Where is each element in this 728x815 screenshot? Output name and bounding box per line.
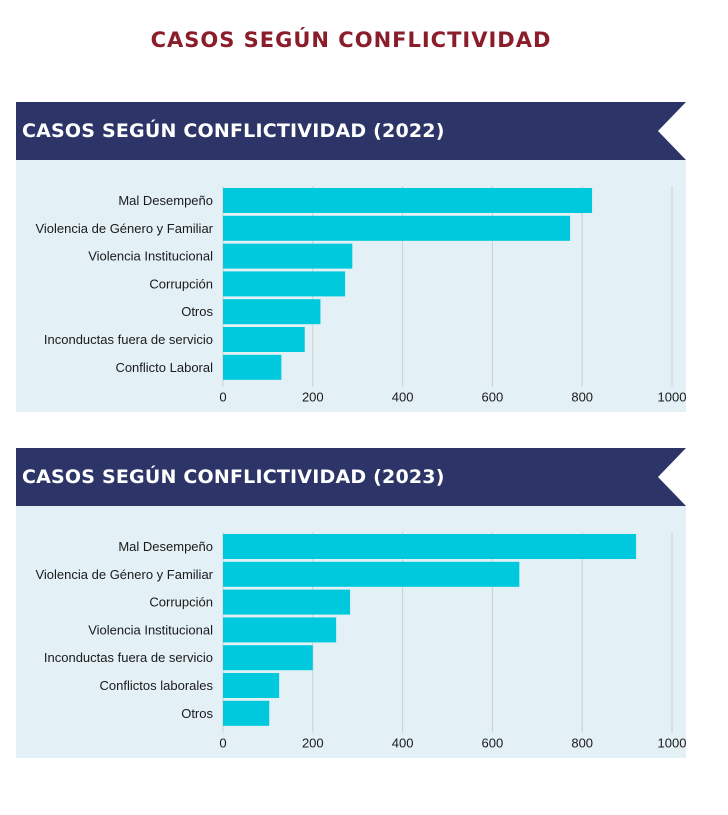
- category-label: Conflictos laborales: [100, 678, 214, 693]
- tick-label: 600: [482, 736, 504, 751]
- bar: [223, 617, 337, 643]
- bar: [223, 534, 637, 559]
- category-label: Inconductas fuera de servicio: [44, 332, 213, 347]
- chart-2023: CASOS SEGÚN CONFLICTIVIDAD (2023) Mal De…: [16, 448, 686, 758]
- chart-title: CASOS SEGÚN CONFLICTIVIDAD (2023): [22, 466, 445, 488]
- tick-label: 1000: [658, 736, 687, 751]
- category-label: Corrupción: [149, 276, 213, 291]
- bar: [223, 673, 280, 698]
- tick-label: 400: [392, 390, 414, 405]
- category-label: Mal Desempeño: [118, 539, 213, 554]
- tick-label: 200: [302, 736, 324, 751]
- category-label: Otros: [181, 304, 213, 319]
- category-label: Inconductas fuera de servicio: [44, 650, 213, 665]
- tick-label: 600: [482, 390, 504, 405]
- category-label: Conflicto Laboral: [115, 360, 213, 375]
- banner-ribbon: [16, 448, 686, 506]
- bar: [223, 243, 353, 269]
- category-label: Violencia de Género y Familiar: [35, 221, 213, 236]
- category-label: Violencia Institucional: [88, 622, 213, 637]
- tick-label: 0: [219, 390, 226, 405]
- bar: [223, 299, 321, 325]
- bar: [223, 561, 520, 587]
- bar: [223, 589, 351, 615]
- category-label: Corrupción: [149, 595, 213, 610]
- category-label: Otros: [181, 706, 213, 721]
- tick-label: 800: [571, 390, 593, 405]
- bar-chart: Mal Desempeño Violencia de Género y Famil…: [35, 532, 687, 751]
- chart-banner: [16, 102, 686, 160]
- page-title: CASOS SEGÚN CONFLICTIVIDAD: [150, 28, 552, 52]
- banner-ribbon: [16, 102, 686, 160]
- bar: [223, 354, 282, 380]
- tick-label: 0: [219, 736, 226, 751]
- bar: [223, 327, 305, 352]
- bar: [223, 271, 346, 297]
- chart-banner: [16, 448, 686, 506]
- tick-label: 800: [571, 736, 593, 751]
- tick-label: 200: [302, 390, 324, 405]
- tick-label: 1000: [658, 390, 687, 405]
- bar: [223, 215, 571, 241]
- bar: [223, 700, 270, 726]
- bar: [223, 188, 593, 213]
- category-label: Violencia Institucional: [88, 249, 213, 264]
- category-label: Violencia de Género y Familiar: [35, 567, 213, 582]
- chart-title: CASOS SEGÚN CONFLICTIVIDAD (2022): [22, 120, 445, 142]
- bar: [223, 645, 313, 671]
- chart-2022: CASOS SEGÚN CONFLICTIVIDAD (2022) Mal De…: [16, 102, 686, 412]
- bar-chart: Mal Desempeño Violencia de Género y Famil…: [35, 186, 687, 405]
- tick-label: 400: [392, 736, 414, 751]
- category-label: Mal Desempeño: [118, 193, 213, 208]
